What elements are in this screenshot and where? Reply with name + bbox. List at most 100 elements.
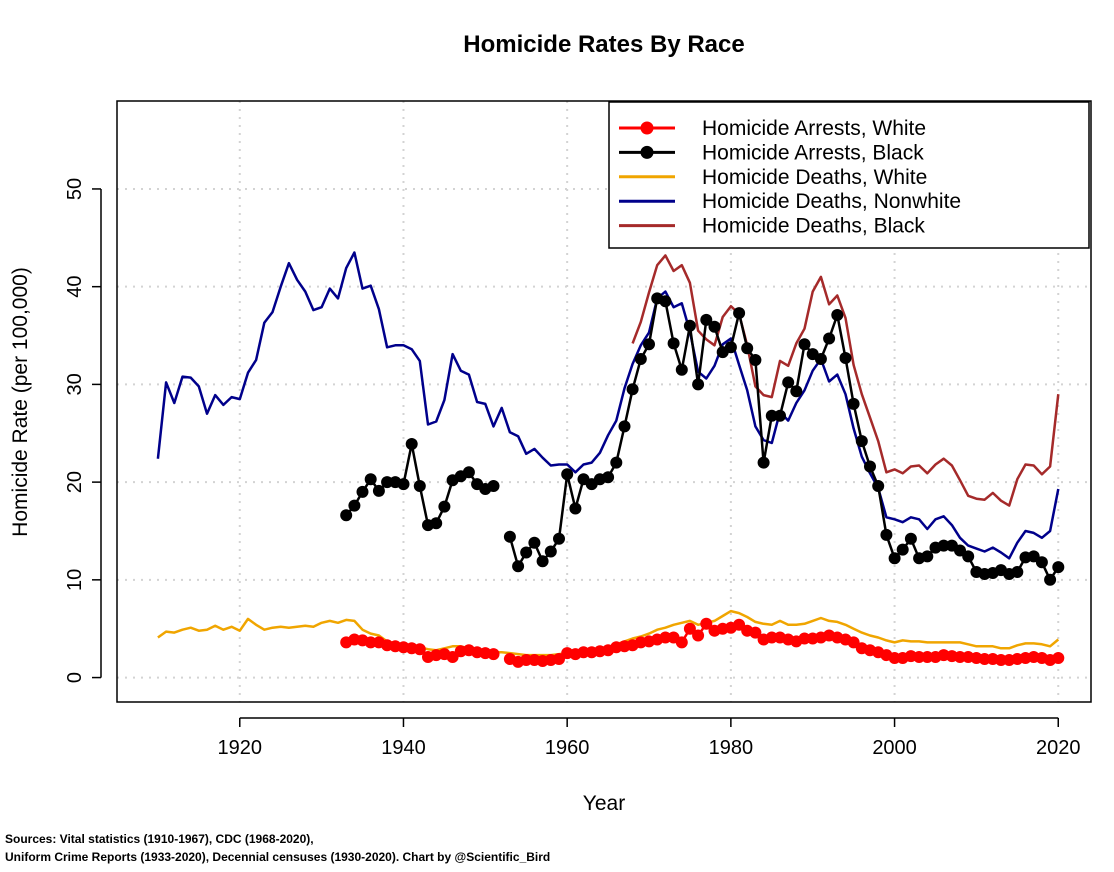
data-point — [413, 480, 426, 492]
data-point — [1044, 573, 1057, 586]
data-point — [798, 632, 811, 645]
data-point — [1052, 561, 1065, 574]
data-point — [364, 636, 377, 649]
data-point — [520, 654, 533, 666]
legend-item: Homicide Deaths, Nonwhite — [619, 190, 961, 213]
source-caption-line-2: Uniform Crime Reports (1933-2020), Decen… — [5, 850, 551, 864]
series-3 — [156, 251, 1060, 560]
data-point — [520, 546, 533, 559]
data-point — [790, 385, 803, 398]
data-point — [995, 654, 1007, 666]
data-point — [904, 532, 917, 545]
data-point — [913, 651, 926, 663]
data-point — [749, 354, 762, 366]
data-point — [937, 539, 950, 552]
data-point — [741, 342, 754, 355]
data-point — [872, 480, 885, 492]
data-point — [921, 550, 934, 563]
data-point — [618, 420, 631, 433]
data-point — [544, 545, 557, 558]
x-tick-label: 1940 — [381, 737, 426, 759]
data-point — [921, 651, 934, 663]
data-point — [405, 438, 418, 450]
data-point — [847, 397, 860, 410]
legend-label: Homicide Arrests, White — [702, 117, 926, 140]
data-point — [692, 378, 705, 391]
data-point — [626, 383, 639, 396]
data-point — [692, 629, 705, 642]
data-point — [978, 653, 991, 665]
data-point — [782, 376, 795, 389]
series-1 — [340, 292, 1065, 586]
data-point — [888, 552, 901, 565]
data-point — [528, 536, 541, 549]
data-point — [896, 543, 909, 556]
data-point — [569, 502, 582, 515]
series-line — [156, 251, 1060, 560]
x-axis-label: Year — [583, 792, 625, 815]
series-0 — [340, 617, 1065, 668]
source-caption-line-1: Sources: Vital statistics (1910-1967), C… — [5, 832, 314, 846]
data-point — [724, 341, 737, 354]
data-point — [749, 626, 762, 639]
data-point — [487, 648, 500, 661]
x-tick-label: 1980 — [709, 737, 754, 759]
data-point — [683, 622, 696, 635]
data-point — [602, 471, 615, 484]
data-point — [430, 517, 443, 530]
data-point — [774, 409, 786, 422]
data-point — [675, 363, 688, 376]
data-point — [683, 319, 696, 332]
data-point — [700, 617, 713, 630]
legend-label: Homicide Deaths, Black — [702, 215, 925, 238]
legend-marker — [640, 145, 654, 159]
data-point — [1011, 566, 1024, 578]
data-point — [364, 473, 377, 486]
y-axis: 0 10 20 30 40 50 — [64, 178, 102, 683]
x-tick-label: 2020 — [1036, 737, 1081, 759]
data-point — [675, 636, 688, 649]
data-point — [356, 485, 369, 498]
legend-label: Homicide Deaths, Nonwhite — [702, 190, 961, 213]
y-tick-label: 0 — [64, 672, 86, 683]
data-point — [708, 320, 721, 333]
data-point — [733, 307, 746, 320]
data-point — [397, 478, 410, 491]
x-tick-label: 1920 — [218, 737, 263, 759]
data-point — [340, 509, 353, 522]
data-point — [798, 338, 811, 351]
data-point — [831, 309, 844, 321]
data-point — [855, 435, 868, 448]
data-point — [667, 337, 680, 350]
data-point — [413, 643, 426, 656]
y-tick-label: 40 — [64, 276, 86, 298]
legend-label: Homicide Arrests, Black — [702, 141, 924, 164]
legend-item: Homicide Deaths, White — [619, 166, 927, 189]
data-point — [814, 353, 827, 365]
data-point — [348, 499, 361, 512]
data-point — [561, 468, 574, 481]
legend-item: Homicide Deaths, Black — [619, 215, 925, 238]
data-point — [823, 332, 836, 345]
y-tick-label: 20 — [64, 471, 86, 493]
data-point — [962, 550, 975, 563]
legend-item: Homicide Arrests, White — [619, 117, 926, 140]
data-point — [643, 338, 655, 351]
y-axis-label: Homicide Rate (per 100,000) — [9, 267, 32, 537]
legend-marker — [640, 121, 654, 135]
data-point — [381, 476, 394, 489]
legend-box — [608, 101, 1090, 249]
chart-title: Homicide Rates By Race — [463, 31, 744, 58]
data-point — [438, 500, 451, 513]
y-tick-label: 50 — [64, 178, 86, 200]
data-point — [880, 528, 893, 541]
x-tick-label: 2000 — [872, 737, 917, 759]
data-point — [700, 313, 713, 326]
data-point — [765, 631, 778, 644]
data-point — [659, 295, 672, 308]
data-point — [1035, 556, 1048, 569]
data-point — [536, 555, 549, 568]
data-point — [487, 480, 500, 492]
